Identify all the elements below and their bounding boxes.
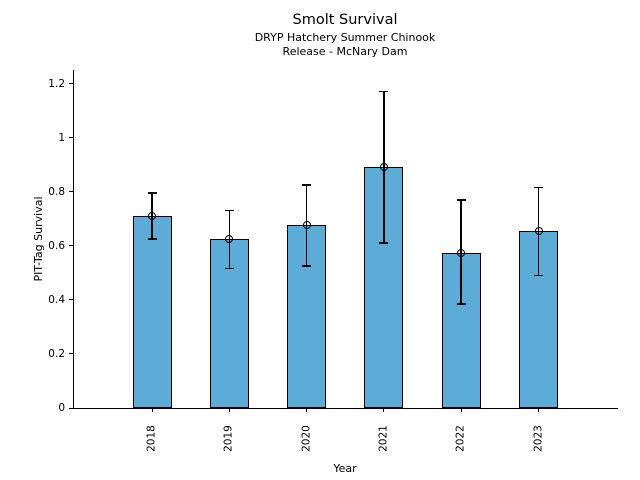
error-cap-top-2018 — [147, 192, 157, 194]
chart-title: Smolt Survival — [292, 12, 398, 28]
error-cap-top-2020 — [302, 184, 312, 186]
y-tick-1 — [69, 137, 74, 139]
point-marker-2022 — [457, 248, 466, 257]
x-tick-2022 — [460, 408, 462, 412]
x-tick-label-2022: 2022 — [454, 425, 467, 452]
point-marker-2021 — [379, 163, 388, 172]
error-cap-top-2022 — [456, 199, 466, 201]
point-marker-2020 — [302, 221, 311, 230]
x-tick-2023 — [538, 408, 539, 412]
y-tick-label-0.6: 0.6 — [48, 239, 65, 252]
error-cap-bottom-2022 — [456, 303, 466, 305]
plot-area: 0 0.2 0.4 0.6 0.8 1 1.2 2018 2019 2020 2021 2022 202… — [48, 70, 618, 452]
x-tick-label-2023: 2023 — [532, 425, 544, 452]
y-tick-label-1.2: 1.2 — [48, 77, 65, 90]
x-tick-label-2018: 2018 — [145, 425, 158, 452]
x-tick-label-2021: 2021 — [377, 425, 390, 452]
bar-2018 — [132, 216, 172, 408]
y-tick-1.2 — [69, 83, 74, 85]
error-cap-bottom-2020 — [302, 265, 312, 267]
x-tick-2021 — [383, 408, 385, 412]
y-tick-label-1: 1 — [58, 131, 65, 144]
y-tick-0.8 — [69, 191, 74, 193]
bar-2020 — [287, 225, 327, 408]
x-tick-label-2019: 2019 — [222, 425, 235, 452]
y-tick-0.6 — [69, 245, 74, 247]
chart-subtitle-line1: DRYP Hatchery Summer Chinook — [254, 31, 436, 44]
error-cap-bottom-2023 — [534, 274, 543, 277]
y-tick-label-0.4: 0.4 — [48, 293, 65, 306]
y-tick-label-0.8: 0.8 — [48, 185, 65, 198]
point-marker-2023 — [534, 226, 543, 235]
error-cap-top-2021 — [379, 90, 389, 93]
y-tick-label-0: 0 — [58, 402, 65, 414]
error-cap-top-2019 — [224, 209, 234, 212]
x-tick-2019 — [228, 408, 230, 412]
y-tick-0.2 — [69, 353, 74, 355]
error-cap-bottom-2021 — [379, 242, 389, 244]
x-tick-2020 — [306, 408, 308, 412]
y-tick-label-0.2: 0.2 — [48, 347, 65, 360]
point-marker-2019 — [225, 235, 234, 243]
x-tick-2018 — [151, 408, 153, 412]
error-cap-bottom-2019 — [224, 267, 234, 270]
point-marker-2018 — [148, 212, 156, 221]
error-cap-top-2023 — [534, 186, 543, 189]
error-cap-bottom-2018 — [147, 238, 157, 240]
x-tick-label-2020: 2020 — [300, 425, 313, 452]
y-tick-0 — [69, 407, 74, 409]
x-axis-label: Year — [333, 462, 357, 475]
chart-subtitle-line2: Release - McNary Dam — [282, 45, 408, 58]
y-tick-0.4 — [69, 299, 74, 301]
